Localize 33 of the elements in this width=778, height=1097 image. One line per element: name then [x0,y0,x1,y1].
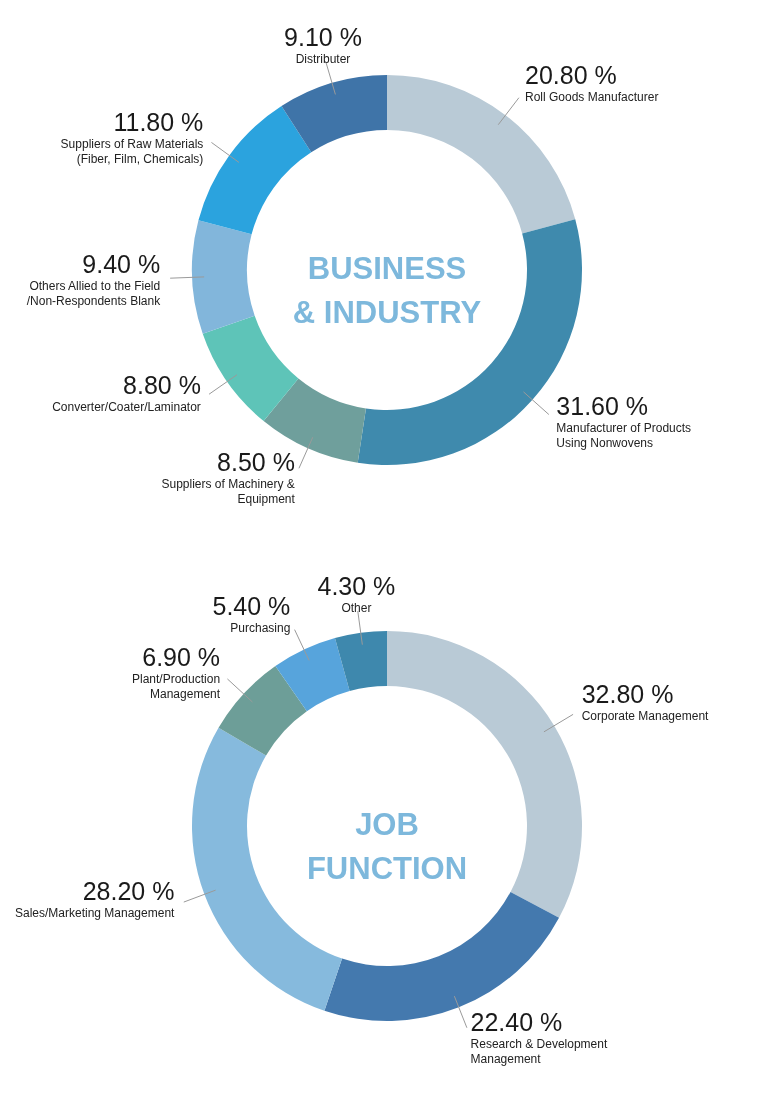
slice-label: Distributer [295,52,351,67]
donut-slice [275,638,350,712]
donut-slice [192,220,255,334]
slice-label: Research & Development Management [470,1037,608,1067]
slice-label: Corporate Management [581,709,710,724]
data-label: 31.60 % [556,392,649,421]
data-label: 6.90 % [142,643,221,672]
data-label: 22.40 % [470,1008,563,1037]
slice-label: Sales/Marketing Management [14,905,176,920]
data-label: 4.30 % [317,572,396,601]
slice-label: Converter/Coater/Laminator [52,399,201,414]
data-label: 8.80 % [123,370,201,399]
data-label: 9.10 % [284,23,362,52]
slice-label: Manufacturer of Products Using Nonwovens [556,421,692,451]
donut-slice [281,75,387,153]
slice-label: Suppliers of Machinery & Equipment [161,477,296,507]
slice-label: Others Allied to the Field /Non-Respondents Blank [26,278,162,308]
data-label: 5.40 % [212,591,291,620]
donut-slice [218,666,307,756]
data-label: 11.80 % [113,107,204,136]
data-label: 28.20 % [82,876,175,905]
slice-label: Other [341,601,372,616]
donut-slice [334,631,387,692]
slice-label: Suppliers of Raw Materials (Fiber, Film, Chemicals) [60,136,204,166]
data-label: 9.40 % [82,249,161,278]
slice-label: Plant/Production Management [132,672,221,702]
text: BUSINESS & INDUSTRY [292,251,482,330]
text: JOB FUNCTION [306,807,468,886]
slice-label: Roll Goods Manufacturer [525,89,659,104]
data-label: 32.80 % [581,680,674,709]
data-label: 20.80 % [525,60,617,89]
slice-label: Purchasing [230,620,291,635]
data-label: 8.50 % [217,448,295,477]
